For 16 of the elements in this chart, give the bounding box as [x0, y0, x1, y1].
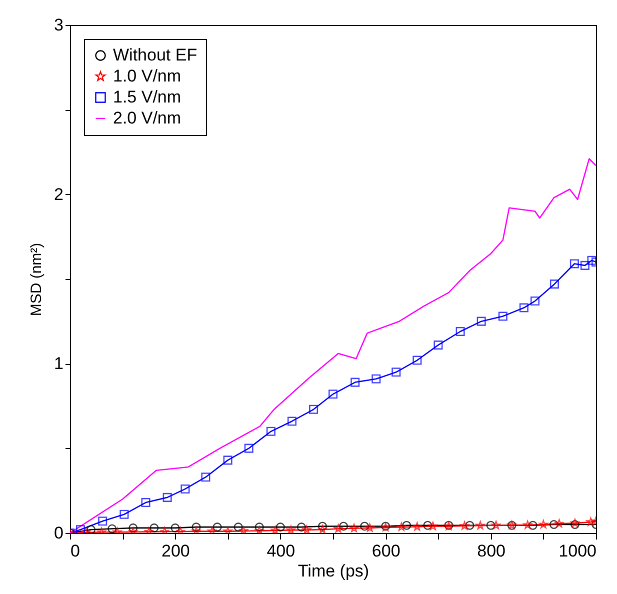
legend-label: 1.5 V/nm: [113, 88, 182, 106]
y-tick-label: 3: [54, 16, 64, 34]
y-tick-label: 1: [54, 354, 64, 374]
x-axis-title: Time (ps): [298, 562, 370, 580]
x-tick-label: 400: [266, 542, 296, 560]
x-tick-label: 200: [162, 542, 190, 560]
y-tick-label: 2: [54, 184, 64, 204]
y-axis-title: MSD (nm²): [28, 242, 46, 316]
legend-label: Without EF: [113, 46, 198, 64]
legend-label: 1.0 V/nm: [113, 66, 182, 86]
x-tick-label: 0: [70, 542, 80, 560]
x-tick-label: 600: [372, 542, 400, 560]
legend-label: 2.0 V/nm: [113, 108, 182, 128]
x-tick-label: 1000: [558, 542, 596, 560]
y-tick-label: 0: [54, 524, 64, 542]
x-tick-label: 800: [477, 542, 506, 560]
